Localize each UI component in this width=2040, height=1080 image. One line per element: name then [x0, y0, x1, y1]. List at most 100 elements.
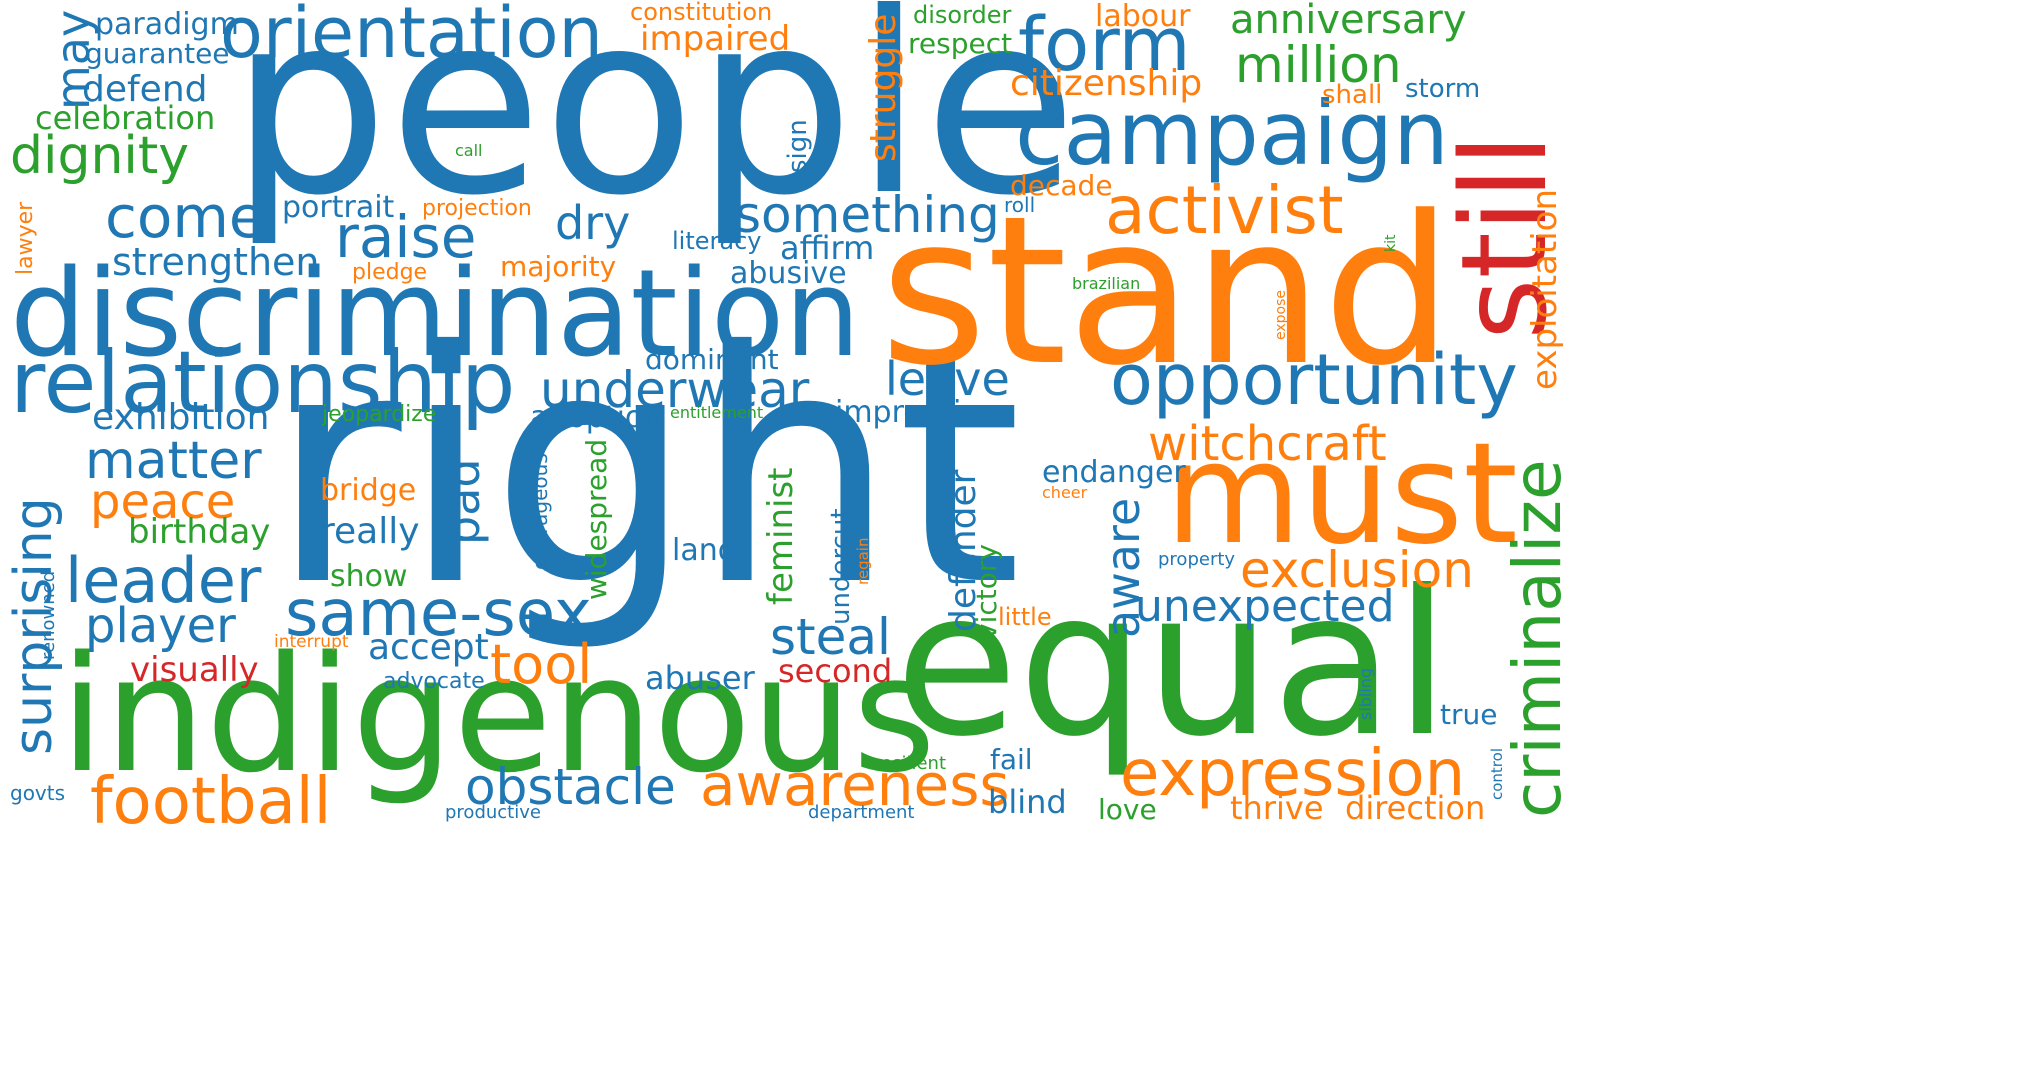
word-dignity: dignity	[10, 126, 190, 186]
word-steal: steal	[770, 608, 891, 666]
word-brazilian: brazilian	[1072, 274, 1141, 293]
word-must: must	[1165, 413, 1518, 576]
word-abuser: abuser	[645, 659, 755, 697]
word-bridge: bridge	[320, 473, 417, 508]
word-storm: storm	[1405, 74, 1481, 104]
word-pad: pad	[436, 458, 490, 545]
word-decade: decade	[1010, 169, 1113, 202]
word-constitution: constitution	[630, 0, 773, 26]
word-shall: shall	[1322, 80, 1383, 110]
word-same-sex: same-sex	[285, 577, 592, 651]
word-celebration: celebration	[35, 99, 216, 137]
word-exclusion: exclusion	[1240, 541, 1474, 599]
word-lawyer: lawyer	[13, 201, 38, 275]
word-widespread: widespread	[580, 438, 613, 600]
word-interrupt: interrupt	[274, 632, 349, 652]
word-matter: matter	[85, 431, 262, 491]
word-leader: leader	[65, 544, 262, 617]
word-jeopardize: jeopardize	[322, 402, 437, 427]
word-something: something	[735, 186, 1000, 244]
word-right: right	[270, 284, 1022, 656]
word-guarantee: guarantee	[85, 37, 230, 70]
word-land: land	[672, 533, 737, 568]
word-control: control	[1488, 748, 1506, 800]
word-property: property	[1158, 549, 1236, 570]
word-abusive: abusive	[730, 256, 847, 291]
word-majority: majority	[500, 250, 617, 283]
word-really: really	[320, 511, 420, 552]
word-strengthen: strengthen	[112, 240, 320, 284]
word-people: people	[230, 0, 1078, 250]
word-million: million	[1235, 36, 1402, 94]
word-love: love	[1098, 793, 1157, 826]
word-relationship: relationship	[10, 333, 516, 433]
word-respect: respect	[908, 27, 1013, 60]
word-resilient: resilient	[874, 753, 946, 774]
word-accept: accept	[368, 627, 489, 668]
word-peace: peace	[90, 474, 236, 530]
word-department: department	[808, 802, 915, 823]
word-campaign: campaign	[1015, 82, 1449, 185]
word-fail: fail	[990, 743, 1033, 776]
word-leave: leave	[885, 352, 1010, 406]
word-kit: kit	[1383, 234, 1399, 253]
word-entitlement: entitlement	[670, 403, 764, 422]
word-exploitation: exploitation	[1525, 188, 1565, 390]
word-sibling: sibling	[1356, 667, 1375, 720]
word-thrive: thrive	[1230, 789, 1324, 827]
word-impaired: impaired	[640, 19, 791, 59]
word-portrait: portrait	[282, 190, 395, 225]
word-govts: govts	[10, 781, 66, 805]
word-unexpected: unexpected	[1135, 581, 1395, 632]
word-cheer: cheer	[1042, 483, 1088, 502]
word-disorder: disorder	[913, 1, 1012, 29]
word-stand: stand	[880, 173, 1453, 411]
word-call: call	[455, 141, 483, 160]
word-football: football	[90, 765, 332, 839]
word-paradigm: paradigm	[95, 7, 239, 42]
word-tool: tool	[490, 633, 593, 696]
word-renowned: renowned	[38, 570, 59, 660]
word-equal: equal	[895, 548, 1450, 781]
word-little: little	[998, 603, 1052, 631]
word-anniversary: anniversary	[1230, 0, 1467, 43]
word-come: come	[105, 183, 265, 251]
word-roll: roll	[1004, 193, 1036, 217]
word-obstacle: obstacle	[465, 758, 676, 816]
word-advocate: advocate	[383, 669, 485, 694]
word-victory: victory	[970, 544, 1003, 640]
word-player: player	[85, 598, 236, 654]
word-undercut: undercut	[826, 508, 856, 625]
word-expose: expose	[1273, 289, 1289, 340]
word-opportunity: opportunity	[1110, 339, 1518, 421]
word-visually: visually	[130, 650, 259, 690]
word-productive: productive	[445, 802, 541, 823]
word-aware: aware	[1096, 497, 1150, 638]
word-witchcraft: witchcraft	[1148, 416, 1387, 472]
word-regain: regain	[854, 537, 872, 585]
word-blind: blind	[988, 783, 1067, 821]
word-show: show	[330, 559, 408, 594]
word-second: second	[778, 652, 893, 690]
word-form: form	[1018, 2, 1191, 88]
word-exhibition: exhibition	[92, 397, 270, 438]
word-defend: defend	[82, 69, 208, 110]
word-projection: projection	[422, 196, 532, 221]
word-criminalize: criminalize	[1499, 459, 1576, 818]
word-awareness: awareness	[700, 751, 1010, 819]
word-discrimination: discrimination	[10, 245, 861, 384]
word-birthday: birthday	[128, 512, 271, 552]
word-true: true	[1440, 698, 1498, 731]
word-impressive: impressive	[835, 395, 998, 430]
word-underwear: underwear	[540, 361, 810, 419]
word-feminist: feminist	[761, 467, 801, 606]
word-voter: voter	[346, 115, 370, 168]
word-struggle: struggle	[863, 13, 904, 162]
word-endanger: endanger	[1042, 455, 1186, 490]
word-direction: direction	[1345, 789, 1486, 827]
word-dry: dry	[555, 196, 631, 250]
word-literacy: literacy	[672, 227, 762, 255]
word-citizenship: citizenship	[1010, 63, 1203, 104]
word-pledge: pledge	[352, 260, 428, 285]
